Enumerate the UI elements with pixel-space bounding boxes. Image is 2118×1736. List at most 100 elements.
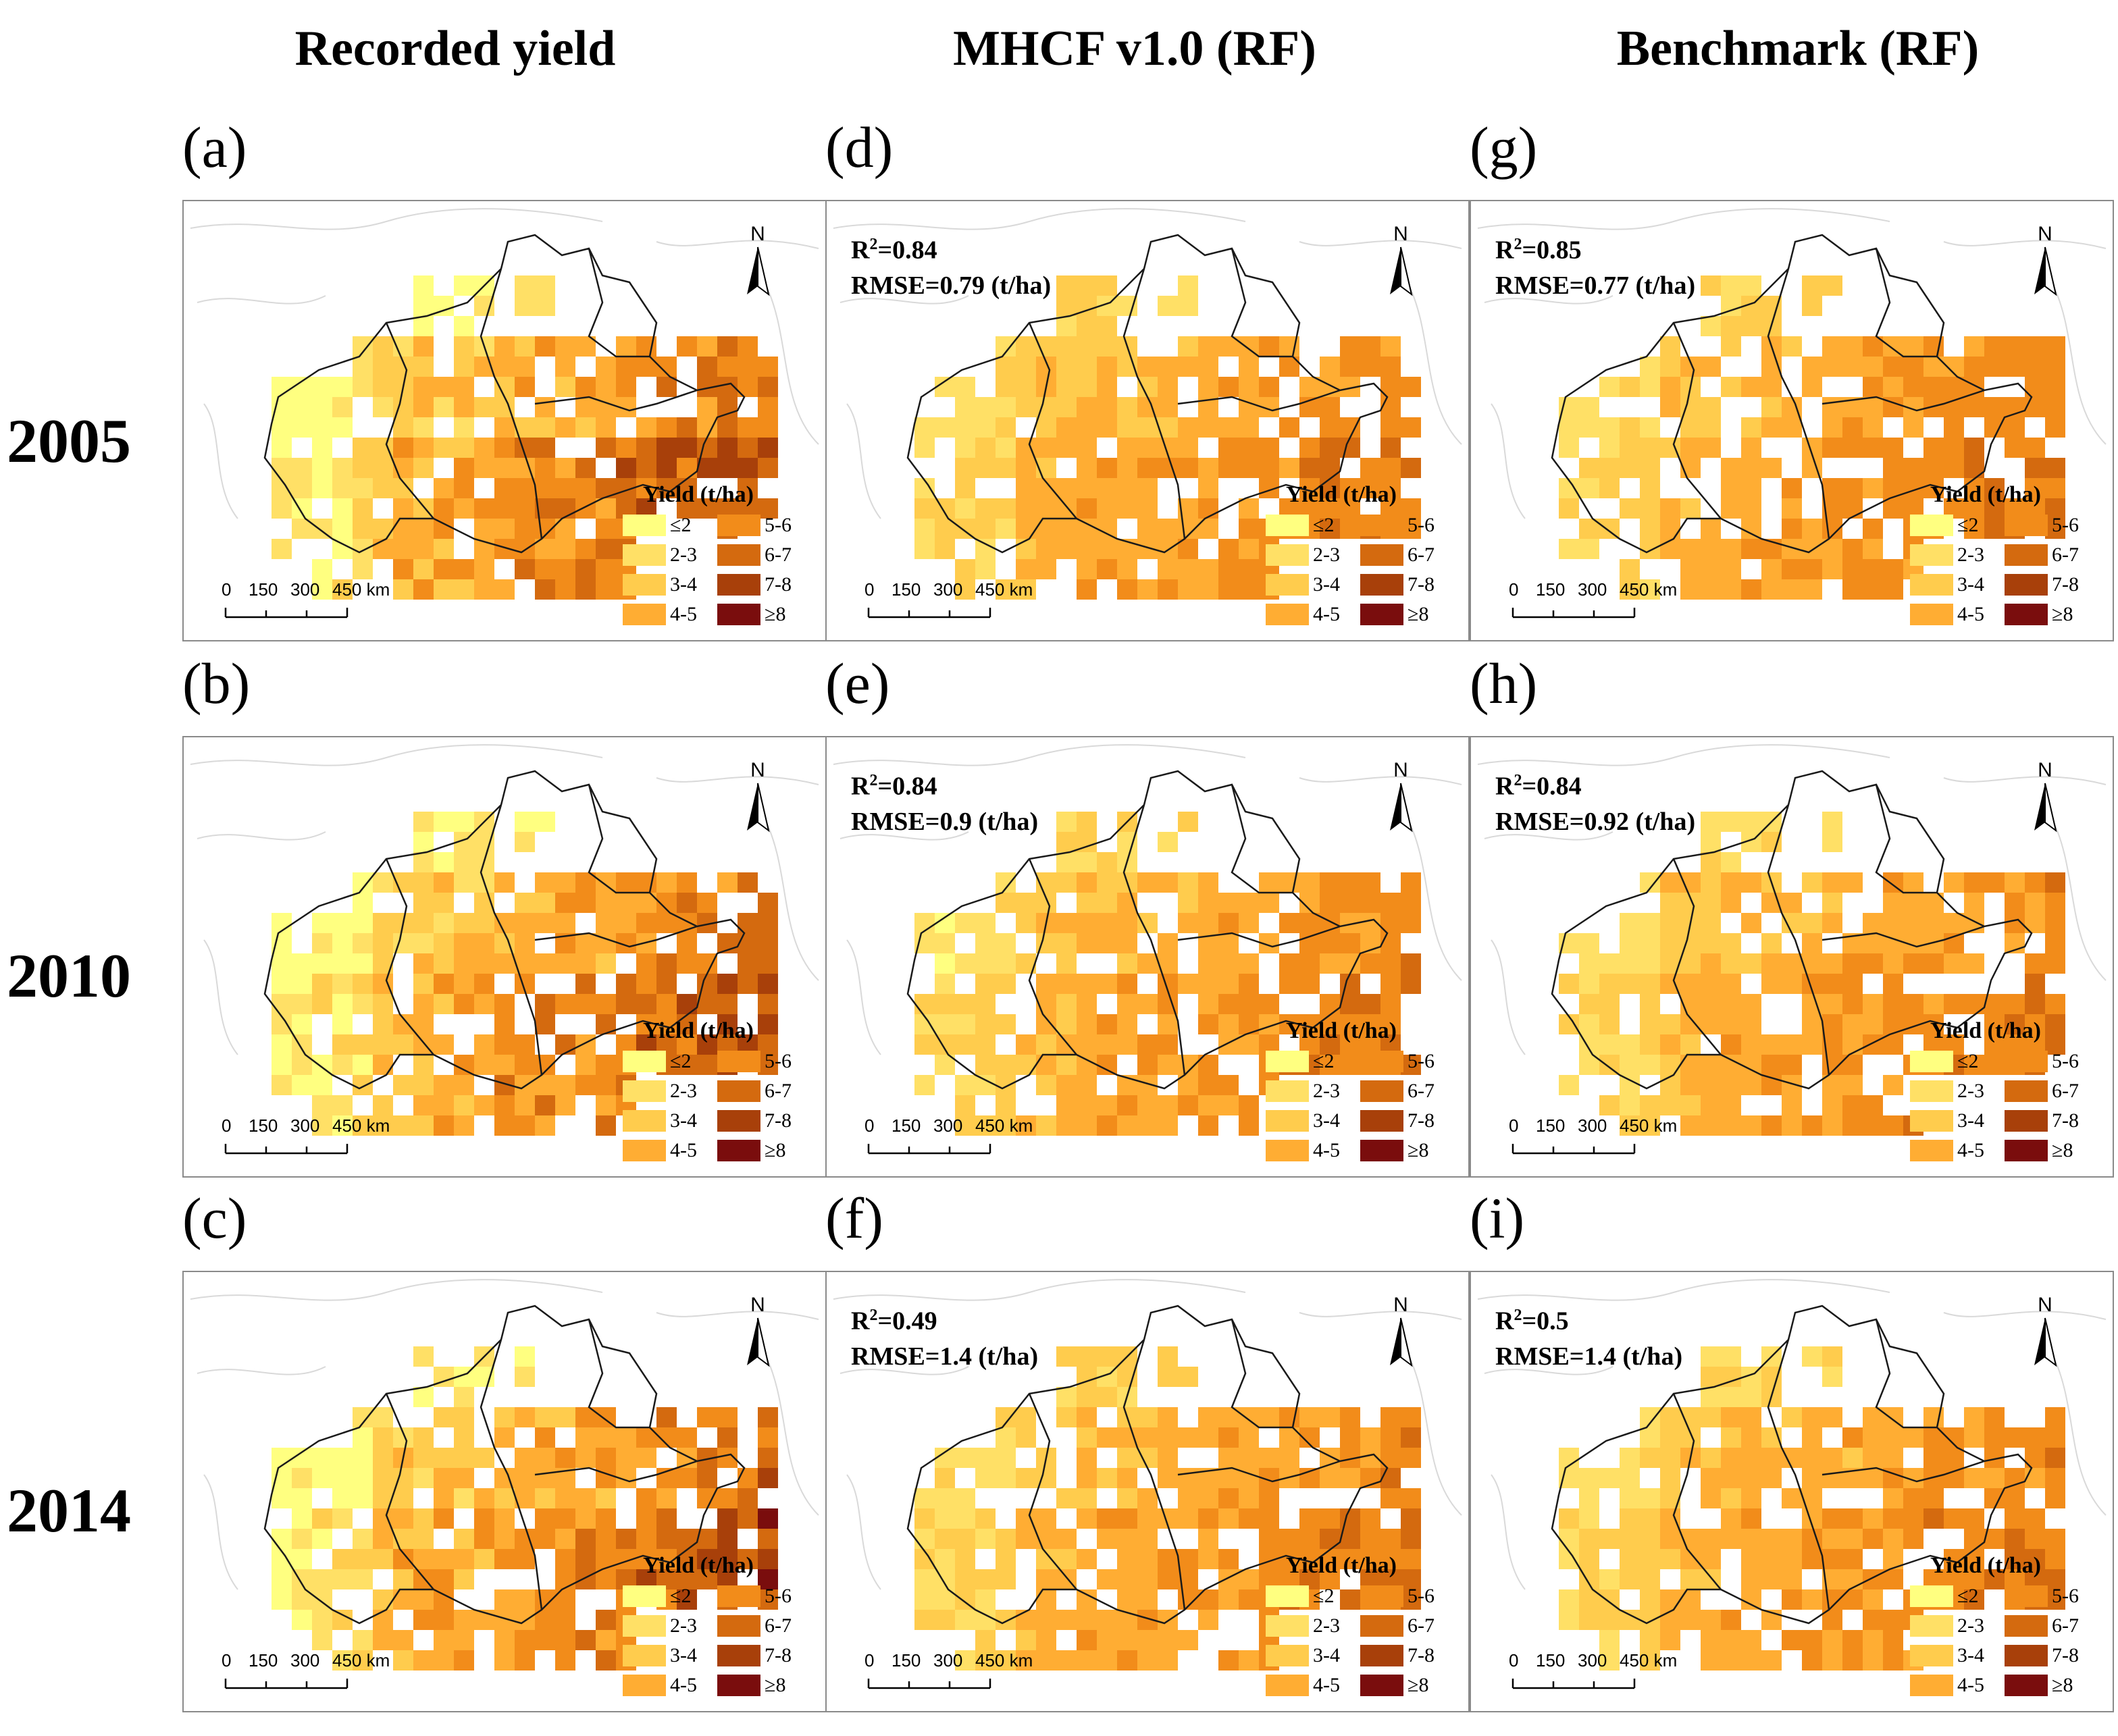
- yield-cell: [1680, 974, 1701, 994]
- yield-cell: [1117, 579, 1137, 600]
- yield-cell: [1137, 913, 1158, 933]
- yield-cell: [1178, 1488, 1198, 1508]
- legend-swatch: [717, 1080, 760, 1102]
- province-boundaries: [263, 1305, 746, 1625]
- yield-cell: [2045, 1549, 2065, 1569]
- yield-cell: [1640, 1095, 1660, 1115]
- legend-item: 7-8: [2005, 1109, 2099, 1133]
- yield-cell: [1117, 953, 1137, 974]
- scale-tick-label: 300: [1578, 1650, 1607, 1671]
- yield-cell: [1822, 872, 1842, 893]
- yield-cell: [1741, 913, 1761, 933]
- yield-cell: [1218, 1589, 1239, 1610]
- yield-cell: [413, 1095, 434, 1115]
- legend-item: 2-3: [1266, 1614, 1360, 1638]
- yield-cell: [1579, 953, 1599, 974]
- yield-cell: [1077, 1488, 1097, 1508]
- yield-cell: [474, 458, 494, 478]
- yield-cell: [413, 336, 434, 357]
- yield-cell: [914, 994, 935, 1014]
- yield-cell: [1964, 458, 1984, 478]
- yield-cell: [292, 1529, 312, 1549]
- yield-cell: [535, 994, 555, 1014]
- yield-cell: [1259, 377, 1279, 397]
- scale-tick-label: 0: [1509, 1115, 1519, 1136]
- yield-cell: [1964, 357, 1984, 377]
- yield-cell: [353, 1549, 373, 1569]
- yield-cell: [332, 1508, 353, 1529]
- yield-cell: [1863, 994, 1883, 1014]
- legend-swatch: [2005, 1051, 2048, 1072]
- yield-cell: [434, 579, 454, 600]
- yield-cell: [1984, 1468, 2005, 1488]
- yield-cell: [1056, 377, 1077, 397]
- yield-cell: [1984, 1427, 2005, 1448]
- yield-cell: [1761, 1055, 1782, 1075]
- legend-label: 2-3: [670, 1080, 697, 1102]
- yield-cell: [413, 377, 434, 397]
- yield-cell: [1620, 417, 1640, 438]
- legend-swatch: [1360, 1140, 1403, 1161]
- legend-swatch: [623, 544, 666, 566]
- accuracy-stats: R2=0.84 RMSE=0.79 (t/ha): [851, 227, 1051, 303]
- yield-cell: [596, 1055, 616, 1075]
- yield-cell: [975, 974, 996, 994]
- scale-bar: 0 150 300 450 km: [864, 1115, 1033, 1163]
- legend-swatch: [1910, 1615, 1953, 1637]
- yield-cell: [373, 1529, 393, 1549]
- yield-cell: [1016, 1407, 1036, 1427]
- yield-cell: [1158, 1055, 1178, 1075]
- panel-label-g: (g): [1470, 115, 1538, 180]
- yield-cell: [494, 1529, 515, 1549]
- yield-cell: [1701, 1468, 1721, 1488]
- yield-cell: [1721, 1075, 1741, 1095]
- yield-cell: [1761, 377, 1782, 397]
- yield-cell: [353, 1529, 373, 1549]
- yield-cell: [1822, 812, 1842, 832]
- yield-cell: [1559, 539, 1579, 559]
- yield-cell: [2005, 1014, 2025, 1034]
- legend-swatch: [1360, 1585, 1403, 1607]
- yield-cell: [1883, 1448, 1903, 1468]
- scale-tick-label: 300: [933, 1650, 963, 1671]
- yield-cell: [1944, 377, 1964, 397]
- yield-cell: [1599, 417, 1620, 438]
- yield-cell: [758, 1014, 778, 1034]
- yield-cell: [2045, 872, 2065, 893]
- yield-cell: [596, 417, 616, 438]
- yield-cell: [914, 1569, 935, 1589]
- yield-cell: [454, 559, 474, 579]
- yield-cell: [1299, 974, 1320, 994]
- yield-cell: [1218, 893, 1239, 913]
- yield-cell: [1842, 1549, 1863, 1569]
- yield-cell: [1158, 1346, 1178, 1367]
- yield-cell: [1320, 953, 1340, 974]
- yield-cell: [272, 438, 292, 458]
- yield-cell: [413, 438, 434, 458]
- yield-cell: [1782, 336, 1802, 357]
- yield-cell: [393, 1569, 413, 1589]
- yield-cell: [1299, 458, 1320, 478]
- legend-swatch: [717, 1140, 760, 1161]
- yield-cell: [996, 498, 1016, 519]
- yield-cell: [1984, 417, 2005, 438]
- yield-cell: [758, 1529, 778, 1549]
- yield-cell: [1721, 377, 1741, 397]
- yield-cell: [1077, 275, 1097, 296]
- yield-cell: [1883, 1650, 1903, 1671]
- yield-cell: [1239, 1569, 1259, 1589]
- yield-cell: [955, 397, 975, 417]
- yield-cell: [575, 1630, 596, 1650]
- yield-cell: [393, 579, 413, 600]
- yield-cell: [1056, 1115, 1077, 1136]
- svg-text:N: N: [2038, 1294, 2052, 1316]
- legend-swatch: [1910, 604, 1953, 625]
- yield-cell: [1178, 893, 1198, 913]
- yield-cell: [1158, 1034, 1178, 1055]
- legend-swatch: [1266, 1140, 1309, 1161]
- yield-cell: [413, 1055, 434, 1075]
- yield-cell: [434, 478, 454, 498]
- yield-cell: [596, 893, 616, 913]
- yield-cell: [996, 417, 1016, 438]
- yield-cell: [1056, 1055, 1077, 1075]
